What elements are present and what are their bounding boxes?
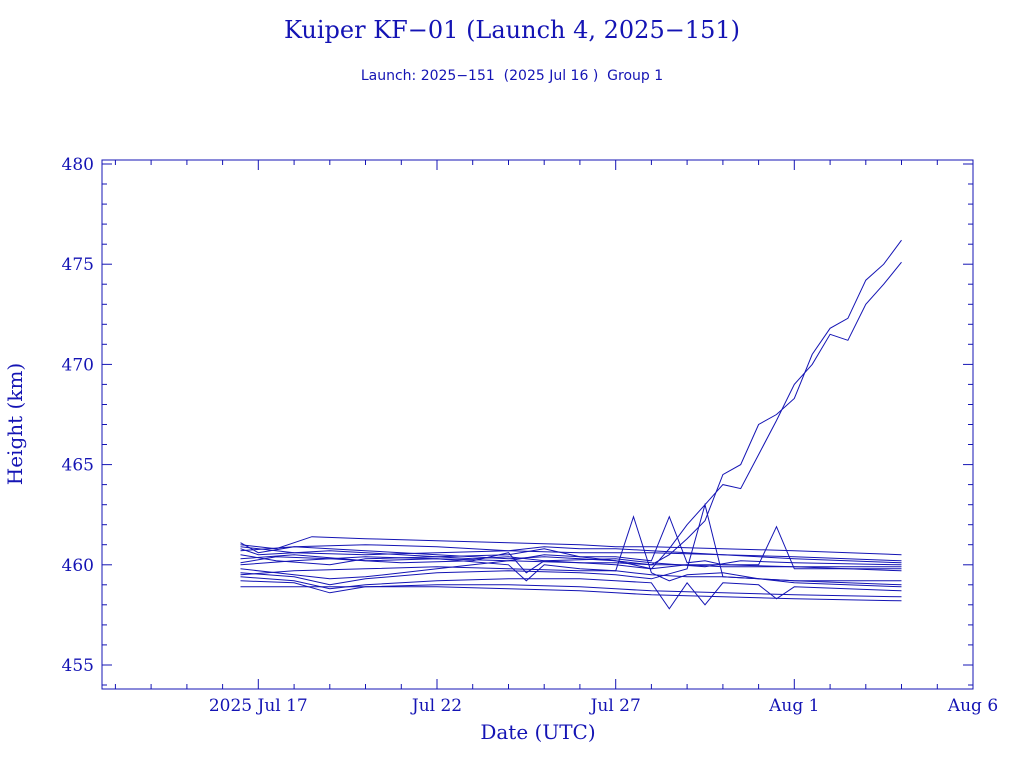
x-tick-label: 2025 Jul 17 bbox=[209, 696, 308, 716]
x-tick-label: Aug 6 bbox=[947, 696, 998, 716]
series-line-14 bbox=[240, 552, 902, 574]
series-layer bbox=[240, 239, 902, 610]
y-tick-label: 465 bbox=[62, 456, 94, 476]
y-tick-label: 460 bbox=[62, 556, 94, 576]
axis-ticks bbox=[102, 160, 974, 689]
y-tick-label: 480 bbox=[62, 155, 94, 175]
series-line-6 bbox=[240, 554, 902, 572]
x-tick-label: Aug 1 bbox=[768, 696, 819, 716]
series-line-11 bbox=[240, 580, 902, 598]
series-line-10 bbox=[240, 576, 902, 610]
x-tick-label: Jul 22 bbox=[410, 696, 462, 716]
series-line-3 bbox=[240, 536, 902, 556]
y-tick-label: 475 bbox=[62, 255, 94, 275]
series-line-13 bbox=[240, 546, 902, 564]
x-tick-label: Jul 27 bbox=[589, 696, 641, 716]
series-line-1 bbox=[240, 239, 902, 566]
series-line-15 bbox=[240, 566, 902, 586]
plot-frame bbox=[101, 159, 974, 690]
series-line-4 bbox=[240, 544, 902, 562]
y-tick-label: 470 bbox=[62, 355, 94, 375]
chart-title: Kuiper KF−01 (Launch 4, 2025−151) bbox=[284, 16, 740, 44]
x-axis-title: Date (UTC) bbox=[480, 720, 595, 744]
tick-labels: 455 460 465 470 475 480 2025 Jul 17 Jul 22 Jul 2… bbox=[62, 155, 999, 716]
series-line-8 bbox=[240, 515, 902, 580]
series-line-5 bbox=[240, 548, 902, 570]
y-axis-title: Height (km) bbox=[3, 363, 27, 485]
series-line-2 bbox=[240, 261, 902, 570]
series-line-7 bbox=[240, 515, 902, 582]
chart-subtitle: Launch: 2025−151 (2025 Jul 16 ) Group 1 bbox=[361, 68, 663, 84]
series-line-12 bbox=[240, 586, 902, 602]
y-tick-label: 455 bbox=[62, 656, 94, 676]
